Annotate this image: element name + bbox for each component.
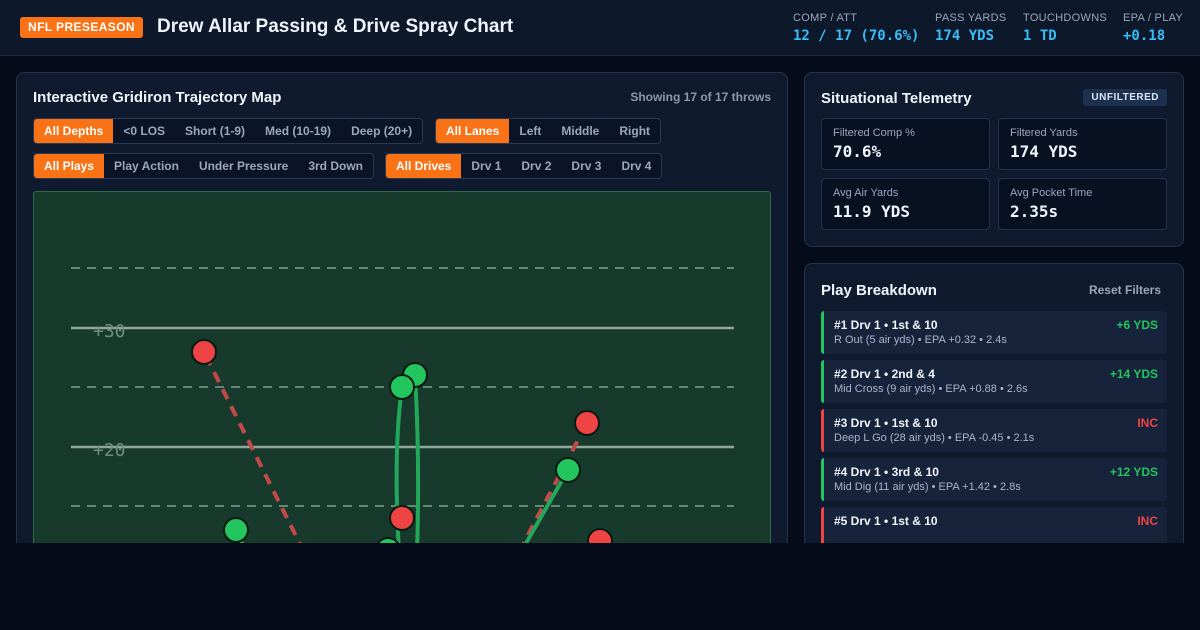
telemetry-card-pocket-time: Avg Pocket Time 2.35s [998, 178, 1167, 230]
play-result: INC [1137, 514, 1158, 528]
throw-marker-complete[interactable] [389, 374, 415, 400]
throw-path-incomplete [202, 351, 306, 550]
play-header: #4 Drv 1 • 3rd & 10 [834, 465, 939, 479]
play-detail: Mid Cross (9 air yds) • EPA +0.88 • 2.6s [834, 383, 1028, 395]
filter-play-action[interactable]: Play Action [114, 159, 179, 173]
field-svg: +30 +20 [71, 267, 734, 550]
filter-short[interactable]: Short (1-9) [185, 124, 246, 138]
play-row[interactable]: #4 Drv 1 • 3rd & 10 +12 YDS Mid Dig (11 … [821, 458, 1167, 501]
telemetry-card-air-yards: Avg Air Yards 11.9 YDS [821, 178, 990, 230]
filter-lane-left[interactable]: Left [519, 124, 542, 138]
filter-drive-3[interactable]: Drv 3 [571, 159, 602, 173]
stat-value: 1 TD [1023, 28, 1057, 44]
filter-third-down[interactable]: 3rd Down [308, 159, 363, 173]
play-detail: Deep L Go (28 air yds) • EPA -0.45 • 2.1… [834, 432, 1035, 444]
play-header: #3 Drv 1 • 1st & 10 [834, 416, 938, 430]
play-detail: Mid Dig (11 air yds) • EPA +1.42 • 2.8s [834, 481, 1021, 493]
play-result: INC [1137, 416, 1158, 430]
play-header: #1 Drv 1 • 1st & 10 [834, 318, 938, 332]
stat-label: COMP / ATT [793, 12, 858, 24]
filter-all-plays[interactable]: All Plays [34, 154, 105, 178]
play-result: +12 YDS [1109, 465, 1158, 479]
filter-all-depths[interactable]: All Depths [34, 119, 114, 143]
gridiron-field[interactable]: +30 +20 [33, 191, 771, 551]
depth-filter-group: All Depths <0 LOS Short (1-9) Med (10-19… [33, 118, 424, 144]
card-value: 70.6% [833, 142, 882, 161]
card-value: 11.9 YDS [833, 202, 911, 221]
throw-path-complete [519, 469, 570, 550]
play-detail: R Out (5 air yds) • EPA +0.32 • 2.4s [834, 334, 1007, 346]
filter-drive-1[interactable]: Drv 1 [471, 159, 502, 173]
throw-marker-incomplete[interactable] [574, 410, 600, 436]
throw-marker-incomplete[interactable] [191, 339, 217, 365]
throw-marker-incomplete[interactable] [389, 505, 415, 531]
stat-label: TOUCHDOWNS [1023, 12, 1108, 24]
filter-all-lanes[interactable]: All Lanes [436, 119, 510, 143]
filter-behind-los[interactable]: <0 LOS [123, 124, 166, 138]
page-title: Drew Allar Passing & Drive Spray Chart [157, 16, 514, 37]
play-result: +6 YDS [1116, 318, 1158, 332]
stat-value: +0.18 [1123, 28, 1166, 44]
showing-count: Showing 17 of 17 throws [630, 90, 771, 104]
yard-label-20: +20 [93, 440, 126, 461]
trajectory-map-panel: Interactive Gridiron Trajectory Map Show… [16, 72, 788, 552]
stat-epa-play: EPA / PLAY +0.18 [1123, 12, 1183, 44]
filter-under-pressure[interactable]: Under Pressure [198, 159, 289, 173]
telemetry-card-yards: Filtered Yards 174 YDS [998, 118, 1167, 170]
play-row[interactable]: #5 Drv 1 • 1st & 10 INC [821, 507, 1167, 550]
card-label: Filtered Yards [1010, 127, 1078, 139]
breakdown-title: Play Breakdown [821, 282, 937, 299]
stat-touchdowns: TOUCHDOWNS 1 TD [1023, 12, 1107, 44]
filter-medium[interactable]: Med (10-19) [265, 124, 332, 138]
throw-marker-complete[interactable] [223, 517, 249, 543]
play-breakdown-panel: Play Breakdown Reset Filters #1 Drv 1 • … [804, 263, 1184, 563]
telemetry-panel: Situational Telemetry UNFILTERED Filtere… [804, 72, 1184, 247]
play-header: #2 Drv 1 • 2nd & 4 [834, 367, 935, 381]
filter-drive-2[interactable]: Drv 2 [521, 159, 552, 173]
card-value: 2.35s [1010, 202, 1059, 221]
stat-pass-yards: PASS YARDS 174 YDS [935, 12, 1006, 44]
throw-marker-complete[interactable] [555, 457, 581, 483]
top-header: NFL PRESEASON Drew Allar Passing & Drive… [0, 0, 1200, 56]
telemetry-card-comp: Filtered Comp % 70.6% [821, 118, 990, 170]
lane-filter-group: All Lanes Left Middle Right [435, 118, 662, 144]
stat-value: 12 / 17 (70.6%) [793, 28, 920, 44]
card-label: Filtered Comp % [833, 127, 915, 139]
unfiltered-badge: UNFILTERED [1083, 89, 1167, 106]
filter-deep[interactable]: Deep (20+) [351, 124, 413, 138]
play-filter-group: All Plays Play Action Under Pressure 3rd… [33, 153, 374, 179]
map-title: Interactive Gridiron Trajectory Map [33, 89, 282, 106]
telemetry-title: Situational Telemetry [821, 90, 972, 107]
card-label: Avg Pocket Time [1010, 187, 1093, 199]
card-label: Avg Air Yards [833, 187, 899, 199]
filter-lane-right[interactable]: Right [619, 124, 651, 138]
throw-path-complete [413, 374, 421, 550]
filter-all-drives[interactable]: All Drives [386, 154, 462, 178]
stat-comp-att: COMP / ATT 12 / 17 (70.6%) [793, 12, 919, 44]
drive-filter-group: All Drives Drv 1 Drv 2 Drv 3 Drv 4 [385, 153, 663, 179]
stat-value: 174 YDS [935, 28, 995, 44]
yard-label-30: +30 [93, 321, 126, 342]
preseason-badge: NFL PRESEASON [20, 17, 143, 38]
play-result: +14 YDS [1109, 367, 1158, 381]
filter-drive-4[interactable]: Drv 4 [621, 159, 652, 173]
viewport-cutoff [0, 543, 1200, 630]
play-header: #5 Drv 1 • 1st & 10 [834, 514, 938, 528]
play-row[interactable]: #2 Drv 1 • 2nd & 4 +14 YDS Mid Cross (9 … [821, 360, 1167, 403]
play-row[interactable]: #3 Drv 1 • 1st & 10 INC Deep L Go (28 ai… [821, 409, 1167, 452]
play-row[interactable]: #1 Drv 1 • 1st & 10 +6 YDS R Out (5 air … [821, 311, 1167, 354]
stat-label: EPA / PLAY [1123, 12, 1184, 24]
stat-label: PASS YARDS [935, 12, 1007, 24]
card-value: 174 YDS [1010, 142, 1078, 161]
filter-lane-middle[interactable]: Middle [561, 124, 600, 138]
reset-filters-button[interactable]: Reset Filters [1088, 283, 1161, 297]
throw-path-incomplete [517, 422, 589, 550]
